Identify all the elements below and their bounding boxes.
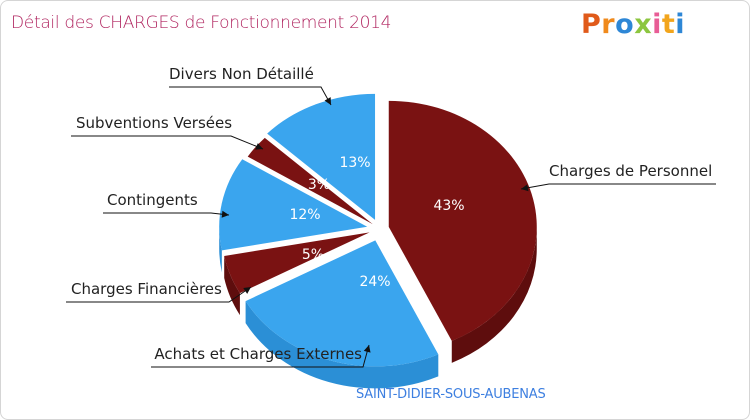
pie-slice xyxy=(219,159,368,251)
leader-line xyxy=(103,212,230,216)
leader-arrowhead xyxy=(324,97,331,105)
leader-line xyxy=(520,183,716,190)
slice-percent-label: 12% xyxy=(289,207,320,223)
logo-letter: i xyxy=(652,9,662,40)
slice-category-label: Contingents xyxy=(107,191,198,209)
leader-line xyxy=(66,286,252,303)
logo-letter: i xyxy=(675,9,686,40)
slice-category-label: Achats et Charges Externes xyxy=(154,345,362,363)
logo-letter: o xyxy=(615,9,635,40)
leader-arrowhead xyxy=(521,184,529,192)
leader-arrowhead xyxy=(255,143,263,150)
leader-line xyxy=(71,135,264,150)
pie-slice xyxy=(245,240,439,367)
slice-percent-label: 13% xyxy=(339,155,370,171)
slice-category-label: Subventions Versées xyxy=(76,114,232,132)
logo-letter: t xyxy=(661,9,676,40)
slice-percent-label: 24% xyxy=(359,274,390,290)
logo-letter: x xyxy=(634,9,653,40)
proxiti-logo: Proxiti xyxy=(581,9,685,40)
slice-percent-label: 5% xyxy=(302,247,324,263)
pie-slice-side xyxy=(451,226,537,363)
leader-arrowhead xyxy=(363,345,371,353)
leader-arrowhead xyxy=(221,210,229,218)
commune-name: SAINT-DIDIER-SOUS-AUBENAS xyxy=(356,387,546,402)
pie-slice xyxy=(388,100,537,341)
slice-percent-label: 3% xyxy=(308,177,330,193)
leader-arrowhead xyxy=(243,287,251,294)
leader-line xyxy=(169,86,332,106)
pie-slice-side xyxy=(219,226,222,273)
logo-letter: r xyxy=(601,9,616,40)
pie-slice xyxy=(247,137,373,225)
logo-letter: P xyxy=(581,9,602,40)
chart-title: Détail des CHARGES de Fonctionnement 201… xyxy=(11,13,392,33)
pie-slice-side xyxy=(224,255,240,316)
slice-category-label: Charges Financières xyxy=(71,280,222,298)
slice-category-label: Charges de Personnel xyxy=(549,162,712,180)
slice-percent-label: 43% xyxy=(433,198,464,214)
slice-category-label: Divers Non Détaillé xyxy=(169,65,314,83)
leader-line xyxy=(151,344,370,368)
pie-slice xyxy=(224,232,370,294)
pie-slice xyxy=(267,93,376,220)
